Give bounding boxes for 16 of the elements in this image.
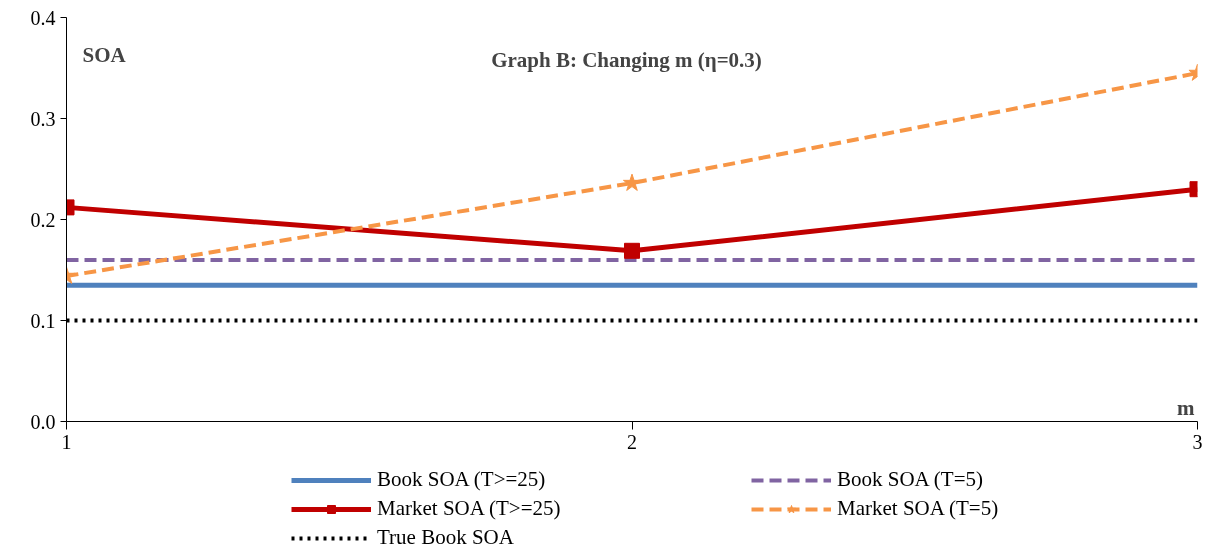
legend-label: Book SOA (T>=25) [377,467,547,492]
y-tick-label: 0.0 [30,410,56,433]
legend-label: Market SOA (T>=25) [377,496,562,521]
legend-label: True Book SOA [377,525,515,550]
y-tick-label: 0.1 [30,309,56,332]
y-tick-label: 0.4 [30,6,56,29]
x-axis-title: m [1177,395,1196,420]
x-tick-label: 2 [627,430,637,453]
x-tick-label: 3 [1192,430,1203,453]
y-tick-label: 0.3 [30,107,56,130]
y-axis-title: SOA [82,42,127,67]
y-tick-label: 0.2 [30,208,56,231]
legend-label: Market SOA (T=5) [837,496,1000,521]
x-tick-label: 1 [61,430,72,453]
text: Graph B: Changing m (η=0.3) [491,47,762,72]
legend-label: Book SOA (T=5) [837,467,984,492]
